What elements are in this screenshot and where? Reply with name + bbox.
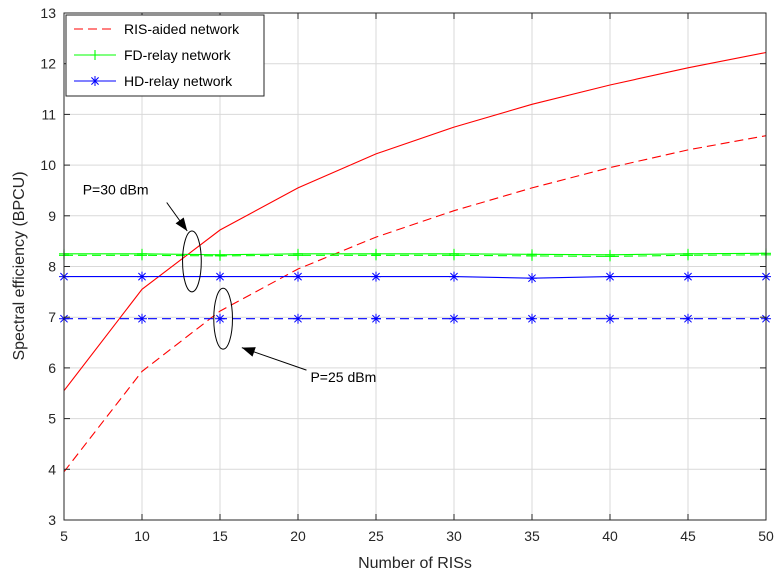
legend-label: RIS-aided network [124, 21, 240, 37]
data-point-hd-relay-network-p-25-dbm [371, 313, 381, 324]
axis-ticks [63, 12, 767, 521]
series-line-fd-relay-network-p-30-dbm [64, 252, 767, 256]
annotation-label: P=30 dBm [83, 182, 149, 198]
annotation-arrow-head [175, 217, 188, 232]
data-point-fd-relay-network-p-25-dbm [683, 250, 693, 261]
data-point-fd-relay-network-p-25-dbm [293, 250, 303, 261]
y-tick-label: 9 [48, 208, 56, 224]
data-point-hd-relay-network-p-30-dbm [683, 271, 693, 282]
data-point-hd-relay-network-p-25-dbm [527, 313, 537, 324]
data-point-hd-relay-network-p-25-dbm [683, 313, 693, 324]
data-point-hd-relay-network-p-30-dbm [605, 271, 615, 282]
marker-stroke [528, 274, 536, 283]
x-tick-label: 25 [368, 528, 384, 544]
x-tick-label: 50 [758, 528, 774, 544]
y-tick-label: 12 [40, 56, 56, 72]
data-point-hd-relay-network-p-30-dbm [371, 271, 381, 282]
data-point-hd-relay-network-p-25-dbm [137, 313, 147, 324]
data-point-hd-relay-network-p-30-dbm [137, 271, 147, 282]
marker-stroke [216, 314, 224, 323]
marker-stroke [372, 272, 380, 281]
series-line-ris-aided-network-p-25-dbm [63, 135, 767, 473]
y-tick-label: 13 [40, 5, 56, 21]
marker-stroke [528, 314, 536, 323]
x-tick-label: 30 [446, 528, 462, 544]
x-tick-label: 5 [60, 528, 68, 544]
marker-stroke [450, 272, 458, 281]
y-tick-label: 11 [41, 106, 56, 122]
x-tick-label: 40 [602, 528, 618, 544]
annotation-arrow-head [241, 347, 256, 357]
data-point-hd-relay-network-p-25-dbm [605, 313, 615, 324]
y-axis-label: Spectral efficiency (BPCU) [11, 171, 28, 360]
data-point-fd-relay-network-p-25-dbm [215, 250, 225, 261]
marker-stroke [372, 314, 380, 323]
legend-item: FD-relay network [74, 47, 232, 63]
data-point-fd-relay-network-p-25-dbm [137, 250, 147, 261]
marker-stroke [606, 314, 614, 323]
legend: RIS-aided network FD-relay network HD-rela… [65, 14, 265, 97]
y-tick-label: 7 [48, 309, 56, 325]
x-tick-label: 20 [290, 528, 306, 544]
legend-item: HD-relay network [74, 73, 233, 89]
x-axis-label: Number of RISs [358, 555, 472, 572]
marker-stroke [91, 77, 99, 85]
data-point-hd-relay-network-p-30-dbm [215, 271, 225, 282]
x-tick-labels: 5 10 15 20 25 30 35 40 45 50 [60, 528, 774, 544]
legend-marker [90, 50, 100, 60]
annotation-label: P=25 dBm [310, 369, 376, 385]
y-tick-label: 8 [48, 259, 56, 275]
marker-stroke [138, 314, 146, 323]
data-point-hd-relay-network-p-30-dbm [449, 271, 459, 282]
annotation-ellipse [213, 287, 233, 350]
data-point-fd-relay-network-p-25-dbm [527, 250, 537, 261]
y-tick-label: 4 [48, 461, 56, 477]
legend-label: HD-relay network [124, 73, 233, 89]
marker-stroke [684, 314, 692, 323]
annotation-ellipse [182, 230, 202, 293]
x-tick-label: 35 [524, 528, 540, 544]
series-line-ris-aided-network-p-30-dbm [63, 51, 767, 392]
data-point-fd-relay-network-p-25-dbm [371, 250, 381, 261]
y-tick-label: 6 [48, 360, 56, 376]
x-tick-label: 15 [212, 528, 228, 544]
x-tick-label: 10 [134, 528, 150, 544]
data-point-hd-relay-network-p-30-dbm [293, 271, 303, 282]
data-point-hd-relay-network-p-25-dbm [293, 313, 303, 324]
data-point-hd-relay-network-p-25-dbm [215, 313, 225, 324]
legend-item: RIS-aided network [74, 21, 240, 37]
legend-marker [90, 76, 100, 86]
marker-stroke [606, 272, 614, 281]
x-tick-label: 45 [680, 528, 696, 544]
marker-stroke [450, 314, 458, 323]
marker-stroke [684, 272, 692, 281]
series-line-fd-relay-network-p-25-dbm [64, 254, 767, 257]
annotations-layer: P=30 dBm P=25 dBm [83, 182, 377, 386]
marker-stroke [294, 314, 302, 323]
y-tick-label: 3 [48, 512, 56, 528]
marker-stroke [216, 272, 224, 281]
y-tick-labels: 3 4 5 6 7 8 9 10 11 12 13 [40, 5, 56, 528]
marker-stroke [294, 272, 302, 281]
legend-label: FD-relay network [124, 47, 232, 63]
data-point-fd-relay-network-p-25-dbm [449, 250, 459, 261]
y-tick-label: 10 [40, 157, 56, 173]
data-point-hd-relay-network-p-30-dbm [527, 273, 537, 284]
data-point-hd-relay-network-p-25-dbm [449, 313, 459, 324]
marker-stroke [138, 272, 146, 281]
data-point-fd-relay-network-p-25-dbm [605, 251, 615, 262]
y-tick-label: 5 [48, 411, 56, 427]
series-line-hd-relay-network-p-30-dbm [64, 276, 766, 279]
